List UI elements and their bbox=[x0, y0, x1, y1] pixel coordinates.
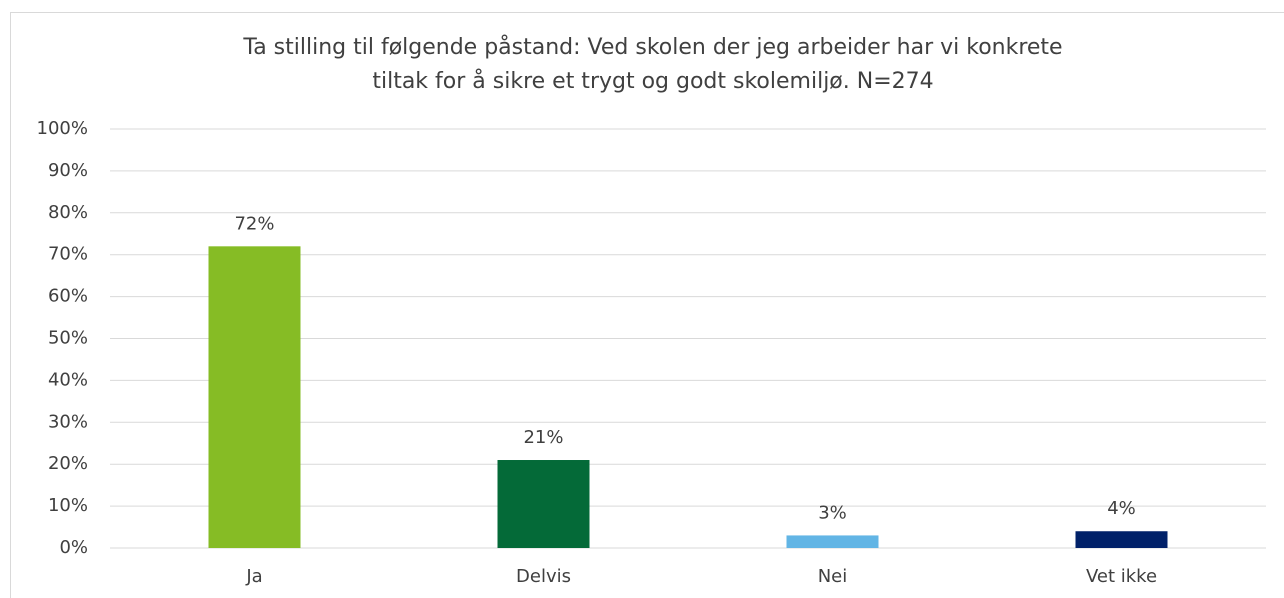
y-tick-label: 80% bbox=[48, 202, 88, 223]
x-tick-label: Delvis bbox=[516, 566, 571, 587]
data-label: 72% bbox=[234, 213, 274, 234]
y-tick-label: 30% bbox=[48, 411, 88, 432]
chart-frame bbox=[10, 12, 1284, 598]
bar bbox=[1075, 531, 1168, 548]
x-tick-label: Nei bbox=[818, 566, 848, 587]
y-tick-label: 40% bbox=[48, 369, 88, 390]
data-label: 21% bbox=[523, 427, 563, 448]
x-tick-label: Ja bbox=[245, 566, 262, 587]
bar bbox=[208, 246, 301, 548]
y-tick-label: 90% bbox=[48, 160, 88, 181]
bar bbox=[497, 460, 590, 548]
y-tick-label: 100% bbox=[37, 118, 88, 139]
y-tick-label: 70% bbox=[48, 244, 88, 265]
data-label: 3% bbox=[818, 502, 847, 523]
y-tick-label: 60% bbox=[48, 286, 88, 307]
y-tick-label: 20% bbox=[48, 453, 88, 474]
y-tick-label: 50% bbox=[48, 328, 88, 349]
y-tick-label: 10% bbox=[48, 495, 88, 516]
data-label: 4% bbox=[1107, 498, 1136, 519]
y-tick-label: 0% bbox=[59, 537, 88, 558]
bar bbox=[786, 535, 879, 548]
chart-title: Ta stilling til følgende påstand: Ved sk… bbox=[242, 34, 1062, 60]
x-tick-label: Vet ikke bbox=[1086, 566, 1157, 587]
chart-title: tiltak for å sikre et trygt og godt skol… bbox=[372, 68, 933, 94]
